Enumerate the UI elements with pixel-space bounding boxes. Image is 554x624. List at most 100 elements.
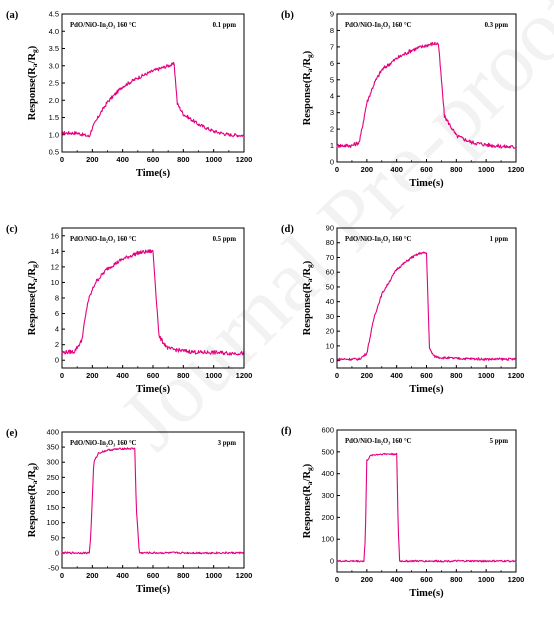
x-tick-label: 1000 xyxy=(205,371,222,380)
concentration-label: 0.3 ppm xyxy=(485,22,509,29)
x-axis-label: Time(s) xyxy=(409,178,444,189)
panel-d: 0 200 400 600 800 1000 1200 0 10 20 30 40 50 60 70 80 90… xyxy=(281,224,524,396)
x-tick-label: 600 xyxy=(420,165,433,174)
y-tick-label: 3.0 xyxy=(49,61,59,70)
sample-label: PdO/NiO-In₂O₃ 160 °C xyxy=(345,438,412,445)
x-tick-label: 1000 xyxy=(478,575,495,584)
y-tick-label: 400 xyxy=(321,469,334,478)
x-tick-label: 800 xyxy=(177,571,190,580)
panel-label: (c) xyxy=(6,224,18,235)
sample-label: PdO/NiO-In₂O₃ 160 °C xyxy=(345,236,412,243)
panel-label: (e) xyxy=(6,428,18,439)
x-tick-label: 400 xyxy=(116,571,129,580)
sample-label: PdO/NiO-In₂O₃ 160 °C xyxy=(70,22,137,29)
plot-frame xyxy=(336,429,517,573)
concentration-label: 5 ppm xyxy=(490,438,509,445)
concentration-label: 0.5 ppm xyxy=(213,236,237,243)
x-tick-label: 800 xyxy=(450,575,463,584)
y-tick-label: 300 xyxy=(321,491,334,500)
concentration-label: 1 ppm xyxy=(490,236,509,243)
y-tick-label: 0 xyxy=(55,356,59,365)
y-tick-label: 150 xyxy=(46,503,59,512)
y-tick-label: 14 xyxy=(51,247,59,256)
x-tick-label: 1000 xyxy=(478,165,495,174)
y-tick-label: 250 xyxy=(46,473,59,482)
y-tick-label: 40 xyxy=(326,297,334,306)
y-tick-label: 10 xyxy=(326,341,334,350)
x-tick-label: 1200 xyxy=(236,155,253,164)
y-tick-label: 0 xyxy=(330,557,334,566)
panel-e: 0 200 400 600 800 1000 1200-500501001502002503… xyxy=(6,428,252,596)
sample-label: PdO/NiO-In₂O₃ 160 °C xyxy=(345,22,412,29)
y-tick-label: 80 xyxy=(326,238,334,247)
x-axis-label: Time(s) xyxy=(136,168,171,179)
x-tick-label: 600 xyxy=(420,575,433,584)
x-tick-label: 200 xyxy=(86,571,99,580)
plot-frame xyxy=(336,227,517,369)
y-tick-label: 300 xyxy=(46,458,59,467)
y-tick-label: 9 xyxy=(330,10,334,19)
x-tick-label: 0 xyxy=(335,371,339,380)
y-tick-label: 0 xyxy=(330,356,334,365)
sample-label: PdO/NiO-In₂O₃ 160 °C xyxy=(70,236,137,243)
x-tick-label: 0 xyxy=(60,155,64,164)
y-tick-label: 100 xyxy=(46,518,59,527)
x-tick-label: 1200 xyxy=(236,571,253,580)
x-tick-label: 600 xyxy=(147,571,160,580)
y-tick-label: 4 xyxy=(55,325,59,334)
y-axis-label: Response(Ra/Rg) xyxy=(302,260,314,335)
y-tick-label: 8 xyxy=(55,294,59,303)
panel-label: (a) xyxy=(6,10,19,21)
x-tick-label: 0 xyxy=(60,571,64,580)
x-tick-label: 800 xyxy=(177,371,190,380)
x-tick-label: 0 xyxy=(335,165,339,174)
concentration-label: 0.1 ppm xyxy=(213,22,237,29)
y-tick-label: 1.0 xyxy=(49,130,59,139)
x-tick-label: 200 xyxy=(361,371,374,380)
y-tick-label: 8 xyxy=(330,26,334,35)
y-tick-label: 2.5 xyxy=(49,79,59,88)
sample-label: PdO/NiO-In₂O₃ 160 °C xyxy=(70,440,137,447)
y-tick-label: 60 xyxy=(326,268,334,277)
x-tick-label: 400 xyxy=(116,371,129,380)
y-tick-label: 30 xyxy=(326,312,334,321)
y-tick-label: 2.0 xyxy=(49,96,59,105)
y-tick-label: 500 xyxy=(321,447,334,456)
panel-label: (b) xyxy=(281,10,294,21)
response-curve xyxy=(61,249,244,356)
response-curve xyxy=(61,61,245,138)
y-tick-label: 5 xyxy=(330,75,334,84)
y-tick-label: 0.5 xyxy=(49,148,59,157)
response-curve xyxy=(61,447,245,555)
y-axis-label: Response(Ra/Rg) xyxy=(302,50,314,125)
x-tick-label: 1000 xyxy=(205,155,222,164)
y-tick-label: -50 xyxy=(48,564,59,573)
x-tick-label: 600 xyxy=(420,371,433,380)
y-tick-label: 0 xyxy=(330,158,334,167)
y-tick-label: 6 xyxy=(55,309,59,318)
x-tick-label: 200 xyxy=(361,165,374,174)
y-tick-label: 50 xyxy=(51,533,59,542)
x-tick-label: 200 xyxy=(361,575,374,584)
x-tick-label: 1200 xyxy=(508,371,525,380)
y-tick-label: 0 xyxy=(55,548,59,557)
x-tick-label: 1200 xyxy=(508,575,525,584)
x-tick-label: 400 xyxy=(390,575,403,584)
y-tick-label: 200 xyxy=(46,488,59,497)
y-tick-label: 20 xyxy=(326,327,334,336)
y-axis-label: Response(Ra/Rg) xyxy=(27,462,39,537)
y-tick-label: 6 xyxy=(330,59,334,68)
panel-c: 0 200 400 600 800 1000 1200 0 2 4 6 8 10 12 14 16 Time(s… xyxy=(6,224,252,395)
x-tick-label: 400 xyxy=(390,371,403,380)
x-axis-label: Time(s) xyxy=(136,584,171,595)
y-tick-label: 100 xyxy=(321,535,334,544)
y-tick-label: 350 xyxy=(46,443,59,452)
y-tick-label: 90 xyxy=(326,224,334,233)
plot-frame xyxy=(336,13,517,163)
x-tick-label: 200 xyxy=(86,155,99,164)
x-tick-label: 800 xyxy=(450,371,463,380)
y-tick-label: 2 xyxy=(330,125,334,134)
x-tick-label: 1200 xyxy=(508,165,525,174)
y-axis-label: Response(Ra/Rg) xyxy=(27,260,39,335)
